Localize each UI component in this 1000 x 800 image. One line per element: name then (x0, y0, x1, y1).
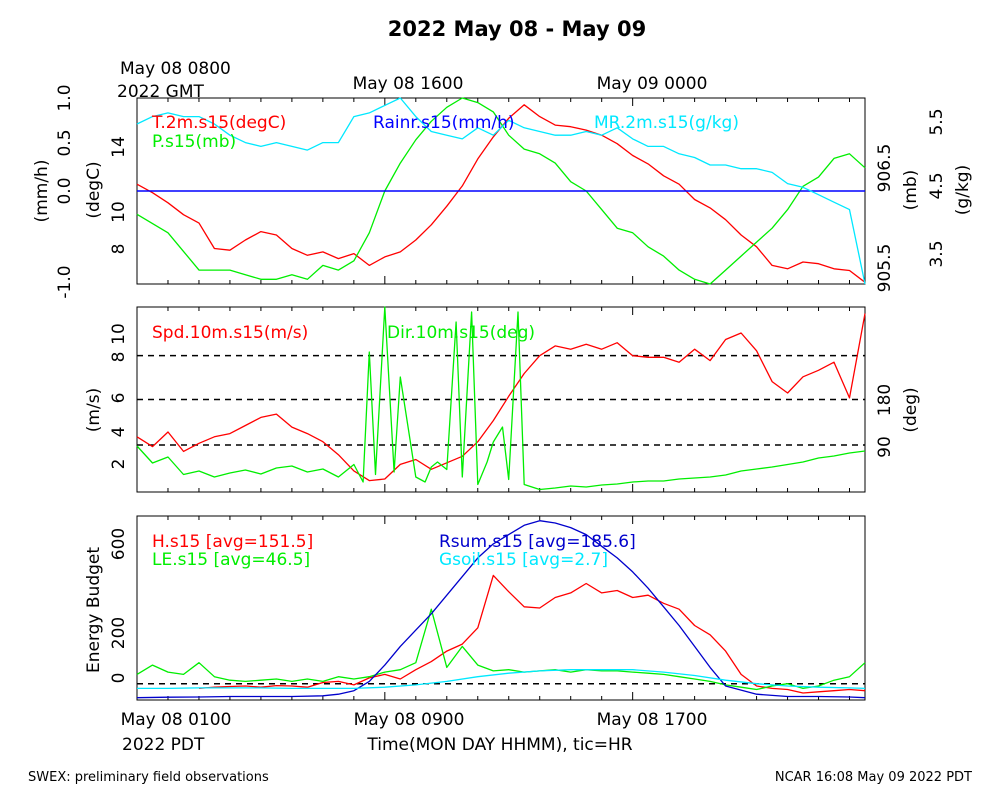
temp-axis-label: (degC) (84, 161, 104, 218)
bottom-axis-year: 2022 PDT (122, 735, 205, 755)
top-axis-start-line2: 2022 GMT (117, 82, 205, 102)
dir-tick-180: 180 (875, 384, 895, 416)
speed-tick-4: 4 (109, 427, 129, 438)
series-rsum-s15-avg-185-6 (136, 520, 866, 699)
temp-tick-8: 8 (109, 244, 129, 255)
tick-marks (136, 98, 851, 700)
speed-tick-6: 6 (109, 393, 129, 404)
series-spd-10m-s15-m-s (136, 313, 866, 482)
legend-gsoil: Gsoil.s15 [avg=2.7] (439, 550, 608, 570)
series-p-s15-mb (136, 97, 866, 285)
energy-panel-frame (136, 515, 866, 701)
legend-rain: Rainr.s15(mm/h) (373, 113, 515, 133)
footer-right: NCAR 16:08 May 09 2022 PDT (775, 770, 972, 785)
bottom-axis-label-3: May 08 1700 (597, 710, 708, 730)
reference-lines (137, 354, 865, 685)
x-axis-title: Time(MON DAY HHMM), tic=HR (366, 735, 632, 755)
series-dir-10m-s15-deg (136, 306, 866, 491)
pres-axis-label: (mb) (901, 170, 921, 211)
rain-tick-0: 0.0 (55, 177, 75, 204)
legend-pres: P.s15(mb) (152, 132, 236, 152)
speed-axis-label: (m/s) (84, 388, 104, 432)
pres-tick-9065: 906.5 (875, 144, 895, 193)
series-gsoil-s15-avg-2-7 (137, 669, 866, 690)
temp-tick-10: 10 (109, 201, 129, 223)
rain-axis-label: (mm/h) (32, 160, 52, 223)
top-axis-start-line1: May 08 0800 (120, 59, 231, 79)
dir-axis-label: (deg) (901, 387, 921, 432)
mr-tick-55: 5.5 (927, 108, 947, 135)
mr-axis-label: (g/kg) (953, 165, 973, 215)
pres-tick-9055: 905.5 (875, 244, 895, 293)
rain-tick-neg1: -1.0 (55, 265, 75, 298)
legend-h: H.s15 [avg=151.5] (152, 532, 313, 552)
energy-axis-label: Energy Budget (84, 547, 104, 673)
series-mr-2m-s15-g-kg (136, 97, 866, 285)
temp-tick-14: 14 (109, 136, 129, 158)
mr-tick-45: 4.5 (927, 172, 947, 199)
top-axis-label-1: May 08 1600 (353, 74, 464, 94)
speed-tick-8: 8 (109, 352, 129, 363)
dir-tick-90: 90 (875, 436, 895, 458)
legend-speed: Spd.10m.s15(m/s) (152, 323, 308, 343)
bottom-axis-label-1: May 08 0100 (121, 710, 232, 730)
legend-mr: MR.2m.s15(g/kg) (594, 113, 739, 133)
chart-title: 2022 May 08 - May 09 (388, 17, 646, 41)
speed-tick-10: 10 (109, 323, 129, 345)
legend-le: LE.s15 [avg=46.5] (152, 550, 310, 570)
footer-left: SWEX: preliminary field observations (28, 770, 269, 785)
rain-tick-05: 0.5 (55, 129, 75, 156)
legend-temp: T.2m.s15(degC) (151, 113, 286, 133)
top-axis-label-2: May 09 0000 (597, 74, 708, 94)
energy-tick-200: 200 (109, 617, 129, 649)
legend-dir: Dir.10m.s15(deg) (387, 323, 535, 343)
series-le-s15-avg-46-5 (136, 608, 866, 691)
bottom-axis-label-2: May 08 0900 (354, 710, 465, 730)
energy-tick-600: 600 (109, 528, 129, 560)
mr-tick-35: 3.5 (927, 240, 947, 267)
legend-rsum: Rsum.s15 [avg=185.6] (439, 532, 636, 552)
speed-tick-2: 2 (109, 459, 129, 470)
energy-tick-0: 0 (109, 673, 129, 684)
series-lines (136, 97, 866, 699)
rain-tick-1: 1.0 (55, 84, 75, 111)
series-h-s15-avg-151-5 (198, 574, 866, 694)
